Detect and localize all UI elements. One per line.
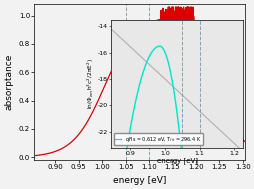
Y-axis label: absorptance: absorptance [4,54,13,110]
X-axis label: energy [eV]: energy [eV] [113,176,166,185]
